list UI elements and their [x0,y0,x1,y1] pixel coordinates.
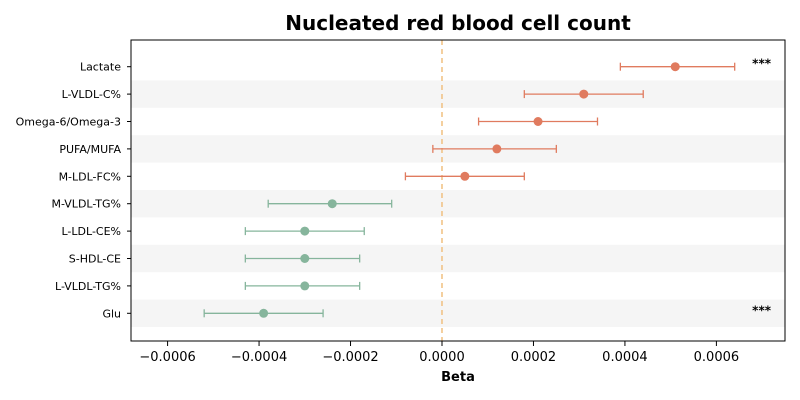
category-label: Omega-6/Omega-3 [16,116,121,129]
category-labels: Lactate L-VLDL-C% Omega-6/Omega-3 PUFA/MUFA… [16,61,131,320]
x-axis-label: Beta [441,370,475,385]
beta-point [533,117,543,126]
significance-label: *** [752,303,772,317]
beta-point [579,89,589,99]
x-tick-label: 0.0004 [602,350,648,365]
beta-point [300,254,310,263]
beta-point [670,62,680,72]
x-tick-label: 0.0006 [694,350,740,365]
category-label: S-HDL-CE [69,253,121,266]
category-label: L-VLDL-C% [62,88,121,101]
category-label: L-LDL-CE% [62,225,122,238]
category-label: Lactate [80,61,121,74]
significance-labels: *** *** [752,57,772,318]
beta-point [327,199,337,209]
category-label: M-VLDL-TG% [51,198,121,211]
x-axis-ticks: −0.0006 −0.0004 −0.0002 0.0000 0.0002 0.0004 0… [139,341,739,365]
row-shade [131,80,785,108]
beta-point [492,144,502,154]
row-shading [131,80,785,327]
data-points [259,62,680,318]
beta-point [300,281,310,291]
row-shade [131,190,785,218]
category-label: L-VLDL-TG% [55,280,121,293]
x-tick-label: −0.0002 [322,350,378,365]
x-tick-label: 0.0002 [511,350,557,365]
category-label: M-LDL-FC% [59,170,121,183]
significance-label: *** [752,57,772,71]
beta-point [259,308,269,318]
beta-point [300,226,310,236]
row-shade [131,244,785,273]
plot-frame [130,39,786,342]
x-tick-label: −0.0004 [231,350,287,365]
beta-point [460,171,470,181]
category-label: PUFA/MUFA [59,143,121,156]
category-label: Glu [102,307,121,320]
x-tick-label: −0.0006 [139,350,195,365]
x-tick-label: 0.0000 [419,350,465,365]
chart-title: Nucleated red blood cell count [285,11,631,35]
